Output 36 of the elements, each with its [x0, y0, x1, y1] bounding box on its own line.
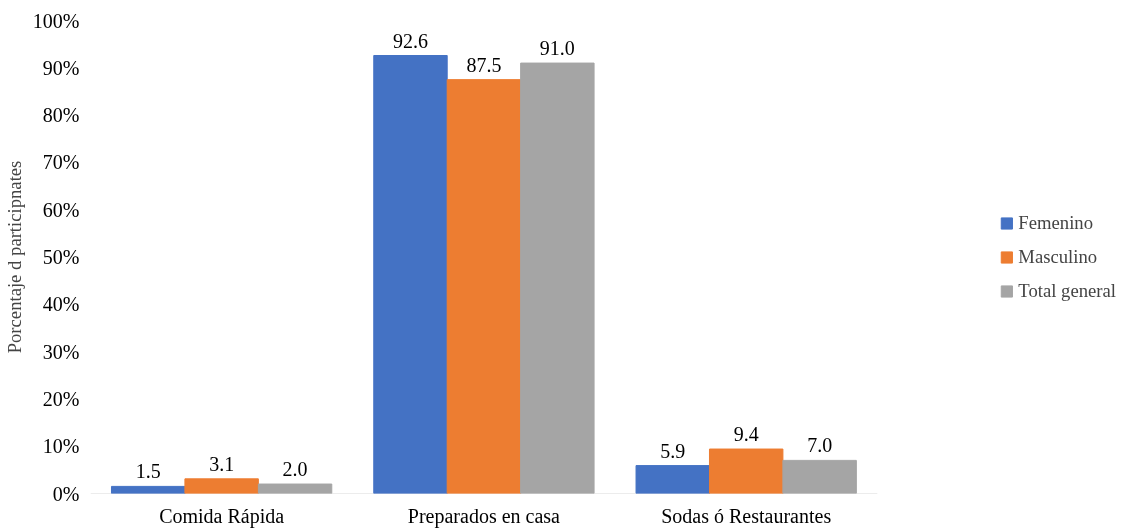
y-tick-label: 30% — [42, 340, 80, 363]
data-label: 5.9 — [660, 439, 686, 462]
y-axis-title: Porcentaje d participnates — [3, 160, 25, 354]
y-tick-label: 80% — [42, 104, 80, 127]
x-tick-label: Comida Rápida — [159, 504, 285, 528]
data-label: 7.0 — [807, 434, 833, 457]
bar — [520, 62, 595, 494]
bar — [110, 485, 186, 494]
y-tick-label: 50% — [42, 246, 80, 268]
data-label: 91.0 — [539, 37, 575, 60]
x-tick-label: Sodas ó Restaurantes — [661, 504, 832, 527]
bar — [184, 478, 259, 494]
y-tick-label: 70% — [42, 151, 80, 174]
data-label: 9.4 — [733, 423, 759, 446]
y-tick-label: 40% — [42, 293, 80, 316]
bar — [257, 483, 333, 494]
data-label: 87.5 — [466, 53, 502, 76]
bar — [708, 448, 784, 494]
bar — [635, 465, 710, 494]
data-label: 1.5 — [135, 460, 161, 483]
data-label: 2.0 — [282, 458, 308, 481]
y-tick-label: 10% — [42, 435, 80, 458]
y-tick-label: 20% — [42, 387, 80, 410]
bar — [782, 459, 857, 494]
y-tick-label: 0% — [52, 482, 80, 505]
legend-label: Total general — [1018, 279, 1116, 302]
data-label: 3.1 — [209, 452, 235, 475]
y-tick-label: 60% — [42, 198, 80, 221]
y-tick-label: 100% — [32, 9, 80, 32]
legend-label: Femenino — [1018, 211, 1093, 234]
y-tick-label: 90% — [42, 56, 80, 79]
legend-label: Masculino — [1018, 245, 1098, 268]
data-label: 92.6 — [392, 29, 428, 52]
x-tick-label: Preparados en casa — [407, 504, 561, 528]
bar — [373, 55, 448, 494]
bar — [446, 79, 522, 494]
